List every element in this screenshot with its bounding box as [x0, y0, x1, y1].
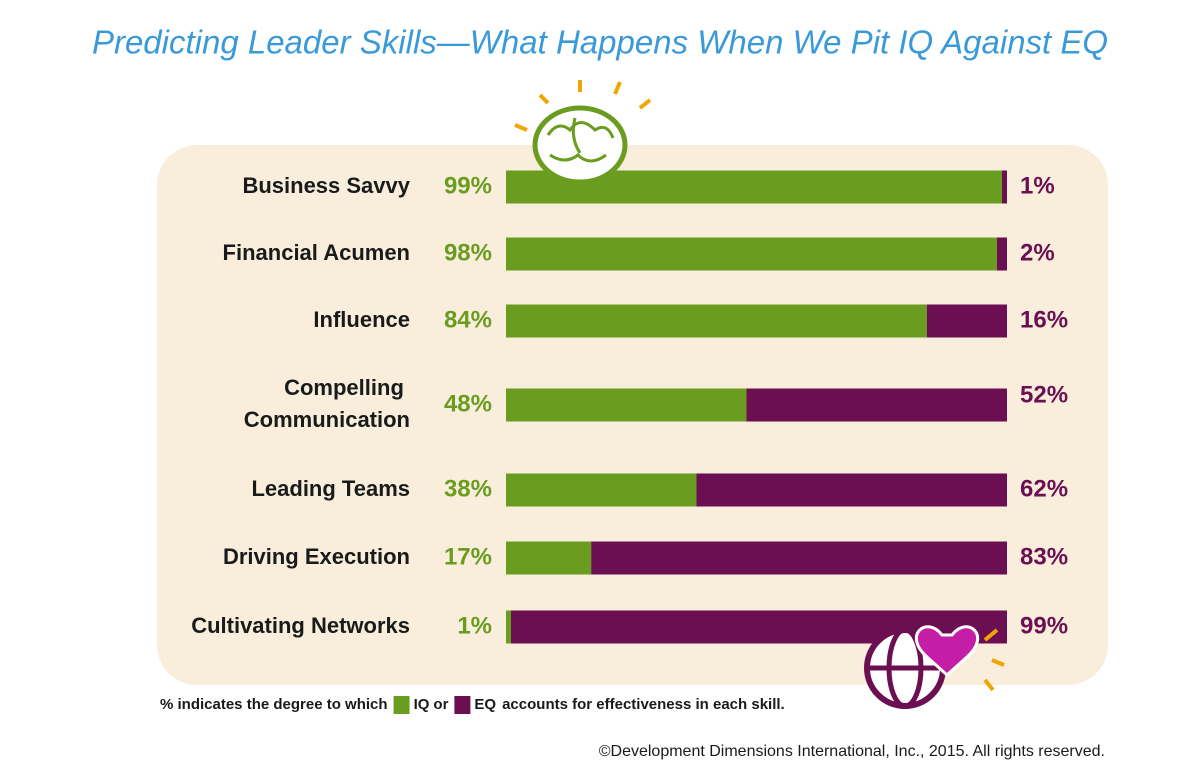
bar-segment	[746, 388, 1007, 422]
chart-title: Predicting Leader Skills—What Happens Wh…	[92, 24, 1108, 61]
eq-value-label: 99%	[1020, 612, 1068, 639]
eq-value-label: 62%	[1020, 475, 1068, 502]
bar-segment	[506, 304, 927, 338]
copyright: ©Development Dimensions International, I…	[599, 743, 1105, 760]
category-label: Driving Execution	[223, 544, 410, 569]
eq-value-label: 1%	[1020, 172, 1055, 199]
iq-value-label: 84%	[444, 306, 492, 333]
iq-value-label: 48%	[444, 390, 492, 417]
bars: Business Savvy 99% 1% Financial Acumen 98% 2%…	[191, 170, 1068, 644]
bar-segment	[591, 541, 1007, 575]
iq-value-label: 99%	[444, 172, 492, 199]
eq-value-label: 16%	[1020, 306, 1068, 333]
legend-swatch	[393, 696, 410, 714]
brain-icon	[514, 80, 652, 185]
category-label: Financial Acumen	[223, 240, 410, 265]
iq-value-label: 1%	[457, 612, 492, 639]
bar-segment	[506, 541, 592, 575]
note: % indicates the degree to which IQ or EQ acc…	[160, 696, 785, 714]
note-text: accounts for effectiveness in each skill…	[502, 696, 785, 713]
category-label: Compelling Communication	[244, 375, 410, 432]
iq-value-label: 98%	[444, 239, 492, 266]
legend-label: EQ	[474, 696, 496, 713]
category-label: Influence	[313, 307, 410, 332]
bar-segment	[506, 237, 997, 271]
legend-swatch	[454, 696, 471, 714]
eq-value-label: 83%	[1020, 543, 1068, 570]
iq-value-label: 38%	[444, 475, 492, 502]
eq-value-label: 2%	[1020, 239, 1055, 266]
bar-segment	[1001, 170, 1007, 204]
bar-segment	[506, 388, 747, 422]
bar-segment	[926, 304, 1007, 338]
category-label: Business Savvy	[242, 173, 410, 198]
bar-segment	[506, 610, 512, 644]
note-text: or	[433, 696, 448, 713]
globe-icon	[864, 625, 1005, 709]
bar-segment	[506, 473, 697, 507]
note-text: % indicates the degree to which	[160, 696, 388, 713]
bar-segment	[996, 237, 1007, 271]
bar-segment	[696, 473, 1007, 507]
legend-label: IQ	[414, 696, 430, 713]
eq-value-label: 52%	[1020, 381, 1068, 408]
iq-value-label: 17%	[444, 543, 492, 570]
category-label: Cultivating Networks	[191, 613, 410, 638]
category-label: Leading Teams	[251, 476, 410, 501]
